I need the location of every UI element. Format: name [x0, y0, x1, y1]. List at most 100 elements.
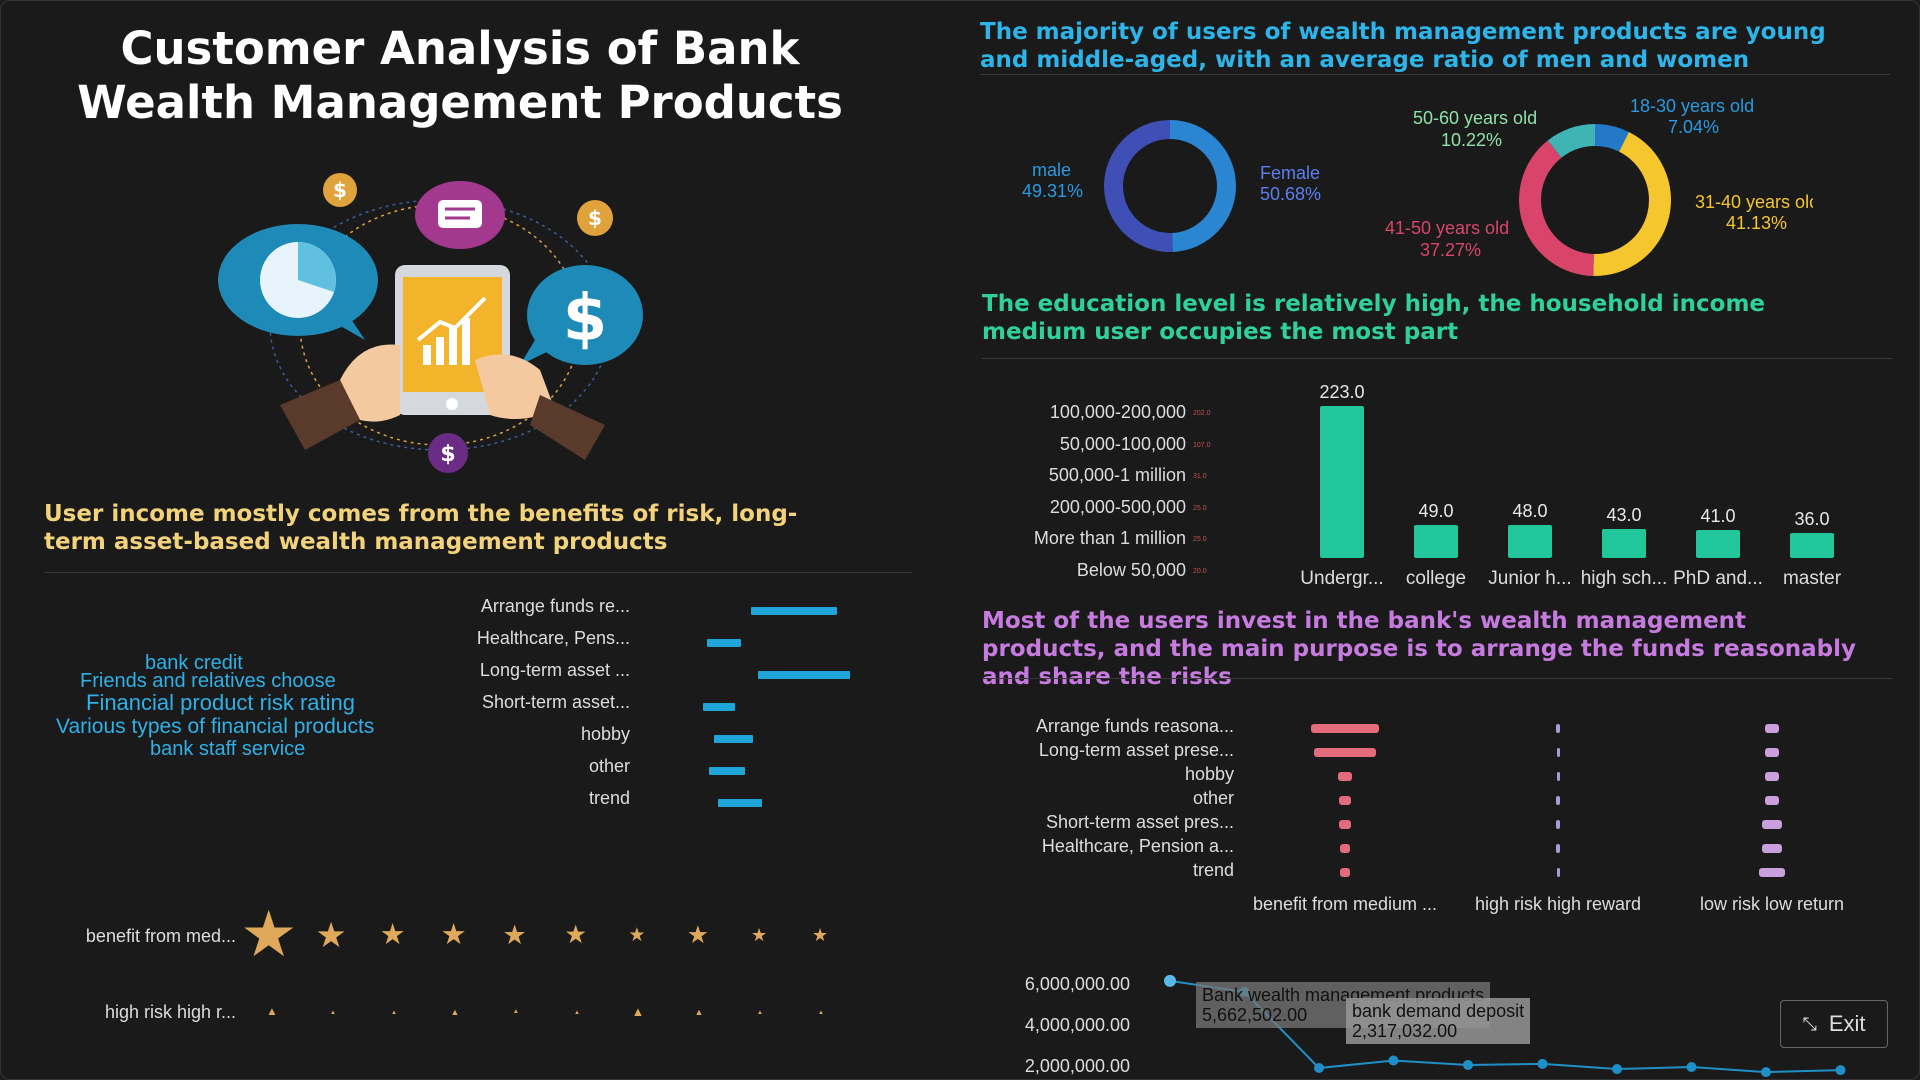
star-icon: ★ — [502, 920, 527, 951]
matrix-cell — [1556, 796, 1560, 805]
triangle-icon: ▲ — [694, 1007, 704, 1018]
svg-text:$: $ — [563, 282, 608, 356]
finance-illustration: $ $ $ $ — [218, 173, 643, 473]
income-row-label: 100,000-200,000 — [1049, 402, 1186, 422]
exit-fullscreen-button[interactable]: ⤡ Exit — [1780, 1000, 1888, 1048]
bar-category-label: PhD and... — [1673, 568, 1763, 589]
purpose-divider — [982, 678, 1892, 679]
exit-button-label: Exit — [1828, 1011, 1866, 1036]
gender-label-female: Female — [1260, 163, 1321, 183]
y-axis-tick-label: 2,000,000.00 — [1024, 1056, 1130, 1076]
bar-value-label: 43.0 — [1606, 504, 1642, 525]
donut-slice — [1547, 124, 1595, 158]
education-bar — [1696, 530, 1740, 558]
education-bar — [1790, 533, 1834, 558]
matrix-row-label: Healthcare, Pension a... — [1041, 836, 1234, 856]
education-bar — [1414, 524, 1458, 558]
age-value-41-50: 37.27% — [1420, 240, 1482, 260]
bar-category-label: college — [1405, 568, 1467, 589]
bar-category-label: trend — [588, 788, 630, 808]
matrix-cell — [1338, 820, 1352, 829]
matrix-cell — [1765, 724, 1779, 733]
triangle-icon: ▲ — [574, 1009, 580, 1016]
purpose-section-title: Most of the users invest in the bank's w… — [982, 608, 1856, 690]
bar-value-label: 41.0 — [1700, 506, 1736, 527]
bar-category-label: high sch... — [1580, 568, 1668, 589]
bar-category-label: hobby — [580, 724, 630, 744]
income-row-value: 20.0 — [1193, 567, 1207, 575]
matrix-cell — [1337, 772, 1353, 781]
matrix-cell — [1761, 844, 1783, 853]
star-icon: ★ — [440, 919, 467, 952]
triangle-icon: ▲ — [391, 1009, 397, 1016]
age-label-31-40: 31-40 years olc — [1695, 192, 1813, 212]
matrix-column-label: low risk low return — [1699, 894, 1845, 914]
tooltip-demand-deposit: bank demand deposit 2,317,032.00 — [1346, 998, 1531, 1044]
income-row-label: 500,000-1 million — [1048, 465, 1186, 485]
matrix-cell — [1340, 844, 1350, 853]
matrix-row-label: Short-term asset pres... — [1045, 812, 1234, 832]
bar-value-label: 49.0 — [1418, 500, 1454, 521]
matrix-cell — [1556, 844, 1560, 853]
y-axis-tick-label: 6,000,000.00 — [1024, 974, 1130, 994]
triangle-icon: ▲ — [330, 1009, 336, 1016]
matrix-cell — [1338, 796, 1352, 805]
gender-value-male: 49.31% — [1022, 181, 1084, 201]
matrix-cell — [1314, 748, 1376, 757]
donut-slice — [1170, 120, 1237, 252]
star-icon: ★ — [564, 920, 588, 949]
word-cloud-item: bank staff service — [150, 738, 306, 760]
donut-slice — [1104, 120, 1173, 252]
triangle-icon: ▲ — [512, 1008, 520, 1016]
star-icon: ★ — [686, 921, 709, 949]
income-row-value: 31.0 — [1193, 473, 1207, 480]
income-divider — [44, 572, 912, 573]
hands-icon — [280, 344, 605, 460]
gender-donut-chart — [1104, 120, 1237, 252]
education-divider — [982, 358, 1892, 359]
star-icon: ★ — [812, 925, 829, 946]
bar-category-label: Healthcare, Pens... — [476, 628, 630, 648]
matrix-cell — [1311, 724, 1379, 733]
tooltip-value: 5,662,502.00 — [1202, 1005, 1308, 1025]
star-icon: ★ — [379, 919, 406, 952]
dollar-coin-icon: $ — [577, 200, 613, 236]
matrix-row-label: Arrange funds reasona... — [1035, 716, 1234, 736]
age-value-50-60: 10.22% — [1441, 130, 1503, 150]
triangle-icon: ▲ — [266, 1005, 278, 1018]
age-gender-divider — [980, 74, 1890, 75]
gender-value-female: 50.68% — [1260, 184, 1322, 204]
matrix-cell — [1556, 748, 1560, 757]
income-row-label: 200,000-500,000 — [1049, 496, 1186, 517]
tooltip-value: 2,317,032.00 — [1352, 1021, 1458, 1041]
bar-category-label: Long-term asset ... — [479, 660, 630, 680]
bar-category-label: Arrange funds re... — [480, 596, 630, 616]
star-icon: ★ — [751, 925, 768, 946]
star-icon: ★ — [240, 897, 298, 970]
income-row-value: 202.0 — [1193, 410, 1211, 417]
matrix-cell — [1340, 868, 1350, 877]
income-section-title: User income mostly comes from the benefi… — [44, 501, 798, 555]
bar — [709, 767, 745, 775]
income-row-value: 25.0 — [1193, 504, 1207, 512]
triangle-icon: ▲ — [631, 1003, 645, 1019]
bar — [703, 703, 735, 711]
donut-slice — [1595, 124, 1629, 152]
triangle-icon: ▲ — [450, 1007, 460, 1018]
dollar-coin-icon: $ — [428, 433, 468, 473]
tooltip-title: bank demand deposit — [1352, 1001, 1525, 1021]
star-icon: ★ — [315, 915, 347, 955]
bar — [707, 639, 741, 647]
bar — [751, 607, 838, 615]
education-section-title: The education level is relatively high, … — [982, 291, 1766, 345]
triangle-icon: ▲ — [757, 1009, 763, 1016]
bar — [717, 799, 762, 807]
matrix-cell — [1555, 724, 1561, 733]
education-bar — [1602, 528, 1646, 558]
page-title: Customer Analysis of Bank Wealth Managem… — [77, 22, 843, 129]
word-cloud-item: Financial product risk rating — [86, 690, 356, 715]
matrix-cell — [1759, 868, 1785, 877]
matrix-column-label: high risk high reward — [1474, 894, 1642, 914]
word-cloud-item: Various types of financial products — [56, 715, 375, 738]
income-row-value: 25.0 — [1193, 536, 1207, 543]
